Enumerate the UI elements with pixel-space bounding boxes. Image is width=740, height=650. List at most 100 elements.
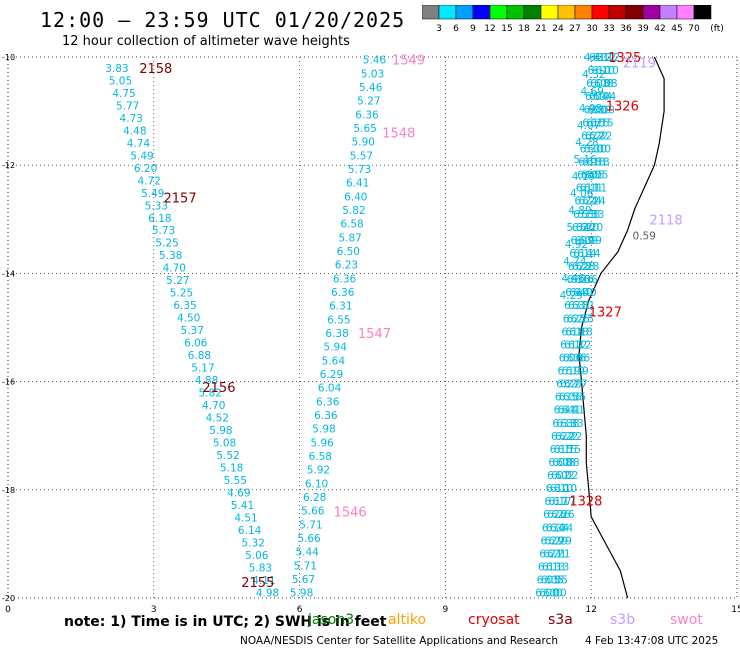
wave-height-value: 4.74	[563, 256, 587, 268]
wave-height-value: 6.34	[550, 522, 574, 534]
wave-height-value: 6.20	[134, 163, 157, 175]
wave-height-value: 5.06	[245, 550, 269, 562]
wave-height-value: 5.87	[338, 232, 361, 244]
wave-height-value: 4.29	[560, 290, 583, 302]
wave-height-value: 6.31	[572, 300, 595, 312]
wave-height-value: 6.38	[325, 328, 348, 340]
wave-height-value: 6.22	[585, 130, 608, 142]
color-scale-tick: 6	[453, 24, 459, 34]
pass-label: 2119	[623, 56, 656, 71]
wave-height-value: 6.15	[582, 117, 605, 129]
wave-height-value: 6.12	[589, 52, 612, 64]
wave-height-value: 5.77	[116, 100, 139, 112]
wave-height-value: 6.40	[565, 287, 588, 299]
color-scale-tick: 18	[518, 24, 530, 34]
wave-height-value: 6.05	[537, 575, 560, 587]
wave-height-value: 6.09	[575, 235, 598, 247]
wave-height-value: 6.28	[303, 492, 326, 504]
wave-height-value: 4.51	[234, 513, 257, 525]
wave-height-value: 6.33	[573, 209, 596, 221]
color-scale-tick: 42	[654, 24, 665, 34]
wave-height-value: 6.40	[569, 287, 592, 299]
map-frame	[7, 56, 738, 599]
wave-height-value: 5.33	[145, 200, 168, 212]
wave-height-value: 6.25	[567, 313, 590, 325]
wave-height-value: 6.29	[549, 535, 572, 547]
wave-height-value: 5.66	[301, 506, 325, 518]
wave-height-value: 6.33	[552, 418, 575, 430]
wave-height-value: 4.08	[579, 103, 602, 115]
wave-height-value: 6.04	[589, 91, 613, 103]
wave-height-value: 6.27	[560, 379, 583, 391]
wave-height-value: 6.00	[535, 588, 558, 600]
wave-height-value: 4.98	[256, 588, 279, 600]
wave-height-value: 6.18	[561, 326, 584, 338]
wave-height-value: 6.10	[595, 65, 618, 77]
wave-height-value: 6.28	[572, 261, 595, 273]
wave-height-value: 6.34	[546, 522, 570, 534]
wave-height-value: 6.33	[560, 418, 583, 430]
wave-height-value: 4.75	[112, 88, 135, 100]
color-scale-legend: 3 6 9 12 15 18 21 24 27 30 33 36 39 42 45 70 (ft)	[422, 5, 724, 34]
wave-height-value: 6.04	[318, 383, 342, 395]
legend-satellite-s3a: s3a	[548, 612, 573, 628]
pass-label: 2156	[202, 381, 235, 396]
wave-height-value: 6.14	[573, 248, 597, 260]
wave-height-value: 6.25	[563, 313, 586, 325]
wave-height-value: 6.50	[337, 246, 360, 258]
wave-height-value: 5.41	[231, 500, 254, 512]
wave-height-value: 6.36	[355, 109, 379, 121]
wave-height-value: 4.70	[163, 263, 186, 275]
wave-height-value: 4.48	[123, 125, 146, 137]
wave-height-value: 6.12	[564, 339, 587, 351]
wave-height-value: 5.16	[573, 154, 597, 166]
wave-height-value: 4.11	[252, 575, 275, 587]
legend-satellite-s3b: s3b	[610, 612, 636, 628]
wave-height-value: 6.31	[568, 300, 591, 312]
wave-height-value: 6.08	[586, 78, 609, 90]
wave-height-value: 6.19	[557, 366, 580, 378]
wave-height-value: 5.66	[297, 533, 321, 545]
wave-height-value: 6.04	[593, 91, 617, 103]
wave-height-value: 6.35	[555, 392, 578, 404]
wave-height-value: 4.32	[582, 69, 605, 81]
wave-height-value: 6.15	[550, 444, 573, 456]
wave-height-value: 4.74	[127, 138, 151, 150]
color-scale-tick: 30	[586, 24, 598, 34]
wave-height-value: 4.69	[227, 488, 250, 500]
wave-height-value: 6.09	[571, 235, 594, 247]
pass-label: 1548	[382, 127, 415, 142]
wave-height-value: 3.83	[105, 63, 128, 75]
wave-height-value: 5.27	[166, 275, 189, 287]
x-tick-label: 6	[297, 605, 303, 615]
wave-height-value: 5.55	[224, 475, 247, 487]
wave-height-value: 5.34	[567, 222, 591, 234]
pass-label: 1549	[392, 54, 425, 69]
wave-height-value: 6.36	[575, 274, 599, 286]
wave-height-value: 5.71	[299, 519, 322, 531]
wave-height-value: 5.82	[342, 205, 365, 217]
wave-height-value: 6.10	[587, 65, 610, 77]
wave-height-value: 5.73	[348, 164, 371, 176]
wave-height-value: 6.17	[544, 496, 567, 508]
wave-height-value: 6.15	[586, 117, 609, 129]
wave-height-value: 4.06	[570, 188, 594, 200]
wave-height-value: 6.10	[305, 478, 328, 490]
wave-height-value: 5.92	[307, 465, 330, 477]
wave-height-value: 5.49	[130, 150, 153, 162]
x-tick-label: 12	[585, 605, 596, 615]
generation-timestamp: 4 Feb 13:47:08 UTC 2025	[585, 635, 719, 647]
wave-height-value: 5.67	[292, 574, 315, 586]
wave-height-value: 6.17	[548, 496, 571, 508]
legend-satellite-altiko: altiko	[388, 612, 427, 628]
wave-height-value: 6.14	[577, 248, 601, 260]
wave-height-value: 6.14	[238, 525, 262, 537]
wave-height-value: 6.36	[567, 274, 591, 286]
wave-height-value: 6.12	[597, 52, 620, 64]
wave-height-value: 4.19	[572, 171, 595, 183]
y-tick-label: -12	[2, 161, 15, 170]
wave-height-value: 6.26	[551, 509, 575, 521]
wave-height-value: 6.36	[316, 396, 340, 408]
wave-height-value: 5.17	[191, 363, 214, 375]
wave-height-value: 6.18	[578, 157, 601, 169]
